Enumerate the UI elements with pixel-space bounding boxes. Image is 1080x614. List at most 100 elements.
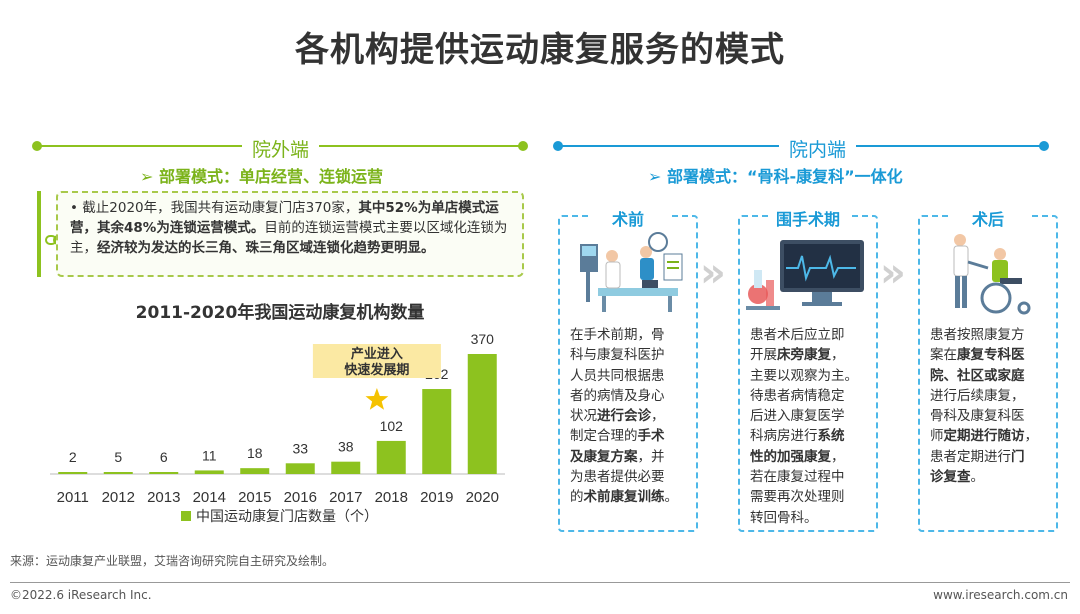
- card-text-line: 制定合理的手术: [570, 426, 692, 446]
- card-text-bold: 床旁康复: [777, 347, 831, 364]
- x-tick-label: 2014: [193, 489, 226, 506]
- card-text-run: ，: [651, 408, 665, 425]
- bar-chart: 2 2011 5 2012 6 2013 11 2014 18 2015 33 2016 38 2017 1…: [50, 331, 505, 525]
- right-mode: ➢ 部署模式：“骨科-康复科”一体化: [648, 167, 903, 186]
- bullet: •: [70, 200, 78, 216]
- data-label: 102: [380, 418, 404, 434]
- copyright: ©2022.6 iResearch Inc.: [10, 588, 152, 602]
- card-text-run: ，: [831, 448, 845, 465]
- left-mode: ➢ 部署模式：单店经营、连锁运营: [140, 167, 383, 186]
- legend-label: 中国运动康复门店数量（个）: [196, 508, 378, 525]
- data-label: 5: [114, 449, 122, 465]
- legend-swatch: [181, 511, 191, 521]
- card-text-line: 诊复查。: [930, 467, 1052, 487]
- left-section-label: 院外端: [242, 135, 320, 162]
- card-text-line: 性的加强康复，: [750, 447, 878, 467]
- card-text-line: 院、社区或家庭: [930, 366, 1052, 386]
- card-title-periop: 围手术期: [768, 206, 848, 230]
- card-text-line: 患者按照康复方: [930, 325, 1052, 345]
- card-text-run: 转回骨科。: [750, 509, 818, 526]
- card-text-line: 需要再次处理则: [750, 487, 878, 507]
- card-text-bold: 性的加强康复: [750, 448, 831, 465]
- data-label: 6: [160, 449, 168, 465]
- annotation-box: [312, 344, 441, 378]
- annotation-text: 快速发展期: [344, 362, 409, 378]
- bar: [149, 472, 179, 474]
- data-label: 11: [202, 447, 217, 463]
- annotation-text: 产业进入: [351, 346, 403, 362]
- text-part-1: 截止2020年，我国共有运动康复门店370家，: [82, 200, 359, 216]
- card-text-line: 及康复方案，并: [570, 447, 692, 467]
- bar: [467, 354, 497, 474]
- card-text-run: 若在康复过程中: [750, 469, 845, 486]
- card-text-run: ，并: [637, 448, 665, 465]
- star-icon: [365, 388, 389, 410]
- bar: [331, 461, 361, 474]
- text-bold-1: 其中52%为单店模式运营，其余48%为连锁运营模式。: [70, 200, 499, 236]
- website-link[interactable]: www.iresearch.com.cn: [933, 588, 1068, 602]
- left-description-text: • 截止2020年，我国共有运动康复门店370家，其中52%为单店模式运营，其余…: [70, 198, 520, 258]
- card-text-line: 后进入康复医学: [750, 406, 878, 426]
- bar: [240, 468, 270, 474]
- card-text-run: 的: [570, 489, 584, 506]
- bar: [285, 463, 315, 474]
- data-label: 33: [292, 440, 308, 456]
- card-text-run: 为患者提供必要: [570, 469, 665, 486]
- card-text-run: 骨科及康复科医: [930, 408, 1025, 425]
- card-text-line: 状况进行会诊，: [570, 406, 692, 426]
- card-text-run: ，: [831, 347, 845, 364]
- card-text-line: 的术前康复训练。: [570, 487, 692, 507]
- data-label: 2: [69, 449, 77, 465]
- card-text-preop: 在手术前期，骨 科与康复科医护 人员共同根据患 者的病情及身心 状况进行会诊， 制定合理的…: [570, 325, 692, 508]
- card-text-bold: 系统: [817, 428, 845, 445]
- card-postop: [918, 215, 1058, 532]
- left-box-accent-bar: [37, 191, 41, 277]
- card-text-run: 在手术前期，骨: [570, 327, 665, 343]
- card-text-bold: 康复专科医: [957, 347, 1025, 364]
- x-tick-label: 2019: [420, 489, 453, 506]
- x-tick-label: 2017: [329, 489, 362, 506]
- card-text-line: 案在康复专科医: [930, 345, 1052, 365]
- card-text-line: 科病房进行系统: [750, 426, 878, 446]
- data-label: 370: [471, 331, 495, 347]
- bar: [194, 470, 224, 474]
- card-title-postop: 术后: [948, 206, 1028, 230]
- card-text-periop: 患者术后应立即 开展床旁康复， 主要以观察为主。 待患者病情稳定 后进入康复医学 科病房进…: [750, 325, 878, 528]
- card-text-bold: 及康复方案: [570, 448, 638, 465]
- card-text-line: 在手术前期，骨: [570, 325, 692, 345]
- x-tick-label: 2013: [147, 489, 180, 506]
- left-section-header: 院外端: [32, 135, 528, 162]
- card-text-run: 患者术后应立即: [750, 327, 845, 343]
- card-text-run: 待患者病情稳定: [750, 387, 845, 404]
- card-text-line: 主要以观察为主。: [750, 366, 878, 386]
- card-text-run: 进行后续康复，: [930, 387, 1025, 404]
- footer-divider: [10, 582, 1070, 583]
- card-text-run: 主要以观察为主。: [750, 367, 858, 384]
- card-text-run: 开展: [750, 347, 777, 364]
- card-text-run: ，: [1024, 428, 1039, 445]
- card-text-postop: 患者按照康复方 案在康复专科医 院、社区或家庭 进行后续康复， 骨科及康复科医 师定期进行…: [930, 325, 1052, 487]
- card-text-line: 骨科及康复科医: [930, 406, 1052, 426]
- card-text-bold: 定期进行随访: [943, 428, 1025, 445]
- card-text-run: 案在: [930, 347, 957, 364]
- x-tick-label: 2018: [375, 489, 408, 506]
- card-text-line: 科与康复科医护: [570, 345, 692, 365]
- card-text-line: 待患者病情稳定: [750, 386, 878, 406]
- card-text-line: 人员共同根据患: [570, 366, 692, 386]
- card-text-line: 患者术后应立即: [750, 325, 878, 345]
- card-text-run: 患者按照康复方: [930, 327, 1025, 343]
- card-text-line: 进行后续康复，: [930, 386, 1052, 406]
- bar: [58, 472, 88, 474]
- card-text-run: 需要再次处理则: [750, 489, 845, 506]
- chart-title: 2011-2020年我国运动康复机构数量: [135, 303, 425, 323]
- card-text-run: 师: [930, 428, 944, 445]
- card-text-run: 。: [664, 489, 679, 506]
- x-tick-label: 2011: [57, 489, 89, 506]
- card-text-line: 师定期进行随访，: [930, 426, 1052, 446]
- card-title-preop: 术前: [588, 206, 668, 230]
- bar: [103, 472, 133, 474]
- card-text-run: 患者定期进行: [930, 448, 1011, 465]
- card-text-run: 制定合理的: [570, 428, 638, 445]
- card-text-run: 状况: [570, 408, 597, 425]
- text-part-2: 目前的连锁运营模式主要以区域化连锁为主，: [70, 220, 508, 256]
